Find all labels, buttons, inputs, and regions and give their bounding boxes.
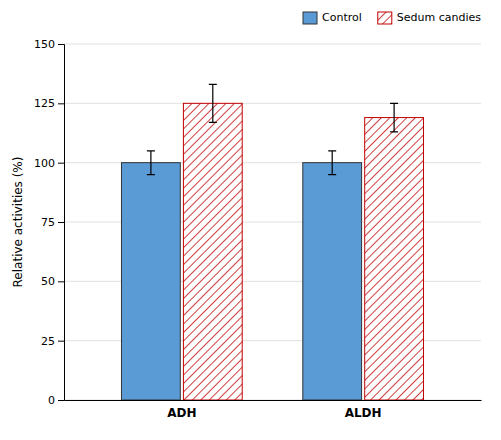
y-tick-label: 125: [34, 97, 55, 110]
y-tick: 125: [34, 97, 64, 110]
y-tick-label: 150: [34, 38, 55, 51]
y-tick-mark: [58, 281, 64, 282]
legend-item: Sedum candies: [378, 11, 481, 24]
y-tick-label: 0: [48, 394, 55, 407]
marks: [121, 84, 423, 400]
legend-label: Control: [322, 11, 362, 24]
y-tick-label: 25: [41, 335, 55, 348]
y-tick-mark: [58, 341, 64, 342]
y-tick: 0: [48, 394, 64, 407]
y-tick: 50: [41, 275, 64, 288]
bar: [303, 163, 362, 400]
x-axis-line: [65, 400, 482, 401]
y-tick-mark: [58, 103, 64, 104]
error-bar: [328, 151, 336, 175]
legend-label: Sedum candies: [397, 11, 481, 24]
bar: [121, 163, 180, 400]
error-bar: [147, 151, 155, 175]
x-tick-label: ADH: [167, 406, 196, 420]
grid-line: [64, 44, 481, 45]
y-axis: 0 25 50 75 100 125 150: [34, 38, 65, 407]
y-tick-mark: [58, 163, 64, 164]
y-tick-mark: [58, 222, 64, 223]
error-bar: [209, 84, 217, 122]
x-tick: ADH: [167, 400, 196, 420]
y-tick-mark: [58, 400, 64, 401]
y-axis-line: [58, 45, 65, 401]
grid: [64, 44, 481, 400]
legend-swatch: [303, 12, 317, 24]
plot-area: 0 25 50 75 100 125 150 ADH ALDH: [34, 38, 482, 420]
legend-item: Control: [303, 11, 362, 24]
y-tick-label: 50: [41, 275, 55, 288]
y-tick: 150: [34, 38, 64, 51]
x-axis: ADH ALDH: [65, 400, 482, 420]
y-tick: 100: [34, 157, 64, 170]
bar: [183, 103, 242, 400]
series: [183, 84, 423, 400]
y-tick: 75: [41, 216, 64, 229]
legend: Control Sedum candies: [303, 11, 481, 24]
chart: 0 25 50 75 100 125 150 ADH ALDH Relative activiti…: [0, 0, 501, 440]
error-bar: [390, 103, 398, 131]
y-tick: 25: [41, 335, 64, 348]
grid-line: [64, 103, 481, 104]
y-tick-mark: [58, 44, 64, 45]
y-axis-title: Relative activities (%): [11, 157, 25, 288]
x-tick-label: ALDH: [345, 406, 382, 420]
x-tick: ALDH: [345, 400, 382, 420]
y-tick-label: 100: [34, 157, 55, 170]
y-tick-label: 75: [41, 216, 55, 229]
legend-swatch: [378, 12, 392, 24]
bar: [365, 118, 424, 400]
